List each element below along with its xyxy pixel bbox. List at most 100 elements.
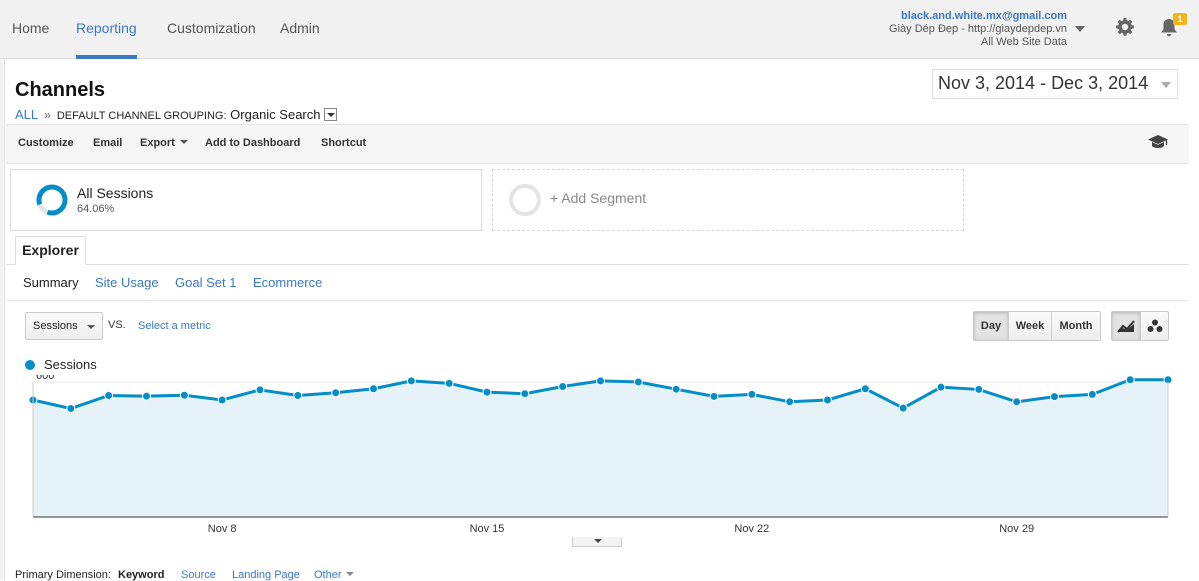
vs-label: VS. [108, 319, 126, 331]
data-point [1012, 397, 1022, 407]
graduation-cap-icon[interactable] [1147, 134, 1169, 150]
month-button[interactable]: Month [1059, 320, 1093, 332]
primary-dimension-keyword[interactable]: Keyword [118, 569, 165, 581]
email-button[interactable]: Email [93, 137, 123, 149]
breadcrumb-all-link[interactable]: ALL [15, 107, 39, 122]
y-tick-label: 600 [36, 375, 54, 382]
chart-collapse-toggle[interactable] [572, 537, 622, 547]
data-point [104, 391, 114, 400]
breadcrumb-grouping-label: DEFAULT CHANNEL GROUPING: [56, 110, 227, 122]
subtab-site-usage[interactable]: Site Usage [95, 275, 159, 290]
data-point [1125, 375, 1135, 385]
data-point [898, 403, 908, 413]
account-view: All Web Site Data [980, 36, 1067, 48]
breadcrumb: ALL » DEFAULT CHANNEL GROUPING: Organic Se… [15, 107, 337, 122]
nav-reporting[interactable]: Reporting [76, 20, 137, 36]
data-point [785, 397, 795, 407]
line-chart-button[interactable] [1112, 312, 1141, 340]
breadcrumb-dropdown-icon[interactable] [323, 108, 337, 121]
data-point [823, 395, 832, 405]
week-button[interactable]: Week [1009, 312, 1052, 340]
legend-sessions-label: Sessions [44, 357, 97, 372]
export-label: Export [140, 137, 175, 149]
segment-all-sessions[interactable]: All Sessions 64.06% [10, 169, 482, 231]
data-point [558, 382, 568, 391]
metric-select[interactable]: Sessions [25, 312, 103, 340]
data-point [1087, 389, 1097, 399]
data-point [331, 388, 341, 398]
data-point [142, 391, 151, 401]
x-tick-label: Nov 8 [208, 523, 237, 535]
subtab-summary[interactable]: Summary [23, 275, 79, 290]
nav-home[interactable]: Home [12, 20, 50, 36]
primary-dimension-landing-page[interactable]: Landing Page [232, 569, 300, 581]
line-chart-icon [1117, 320, 1135, 333]
tab-explorer[interactable]: Explorer [15, 236, 86, 265]
data-point [596, 376, 605, 386]
data-point [255, 385, 265, 395]
breadcrumb-value: Organic Search [230, 107, 321, 122]
chevron-down-icon [345, 572, 354, 576]
add-segment-card[interactable]: + Add Segment [492, 169, 964, 231]
bubble-chart-icon [1147, 319, 1162, 332]
chart-type-toggle [1111, 311, 1169, 341]
select-comparison-metric-link[interactable]: Select a metric [138, 320, 211, 332]
sessions-area [33, 379, 1168, 517]
chevron-down-icon [1161, 82, 1171, 88]
segment-percentage: 64.06% [77, 203, 115, 215]
tab-divider [6, 264, 1189, 265]
empty-segment-ring-icon [509, 184, 541, 216]
data-point [709, 391, 719, 401]
account-property: Giày Dép Đẹp - http://giaydepdep.vn [889, 23, 1067, 35]
left-sidebar-collapsed[interactable] [0, 59, 5, 580]
gear-icon[interactable] [1115, 17, 1135, 37]
nav-customization[interactable]: Customization [167, 20, 256, 36]
chevron-down-icon [87, 325, 95, 329]
subtab-ecommerce[interactable]: Ecommerce [253, 275, 323, 290]
report-toolbar [6, 124, 1189, 164]
add-to-dashboard-button[interactable]: Add to Dashboard [205, 137, 301, 149]
account-selector[interactable]: black.and.white.mx@gmail.com Giày Dép Đẹ… [889, 10, 1067, 49]
top-navigation [0, 0, 1199, 59]
x-tick-label: Nov 22 [734, 523, 769, 535]
data-point [66, 404, 76, 414]
data-point [293, 391, 303, 400]
data-point [444, 378, 454, 388]
data-point [860, 384, 870, 394]
segment-ring-icon [36, 184, 68, 216]
x-tick-label: Nov 29 [999, 523, 1034, 535]
subtab-goal-set-1[interactable]: Goal Set 1 [175, 275, 237, 290]
data-point [747, 389, 757, 399]
page-title: Channels [15, 79, 106, 101]
shortcut-button[interactable]: Shortcut [321, 137, 367, 149]
day-button[interactable]: Day [974, 312, 1009, 340]
legend-sessions-dot [25, 360, 35, 370]
x-tick-label: Nov 15 [470, 523, 505, 535]
chevron-down-icon [179, 140, 188, 144]
primary-dimension-other[interactable]: Other [314, 569, 354, 581]
primary-dimension-source[interactable]: Source [181, 569, 216, 581]
metric-select-value: Sessions [33, 320, 78, 332]
data-point [974, 384, 984, 394]
other-label: Other [314, 569, 342, 581]
data-point [369, 384, 378, 394]
account-dropdown-icon[interactable] [1075, 26, 1085, 32]
primary-dimension-label: Primary Dimension: [15, 569, 111, 581]
data-point [217, 395, 227, 405]
active-tab-indicator [76, 55, 137, 59]
notification-count-badge: 1 [1173, 13, 1187, 25]
segment-title: All Sessions [77, 185, 154, 201]
nav-admin[interactable]: Admin [280, 20, 320, 36]
export-button[interactable]: Export [140, 137, 188, 149]
breadcrumb-separator: » [44, 108, 51, 122]
data-point [633, 377, 643, 387]
customize-button[interactable]: Customize [18, 137, 74, 149]
granularity-toggle: Day Week Month [973, 311, 1101, 341]
motion-chart-button[interactable] [1141, 312, 1168, 340]
date-range-picker[interactable]: Nov 3, 2014 - Dec 3, 2014 [932, 69, 1178, 99]
data-point [936, 382, 946, 392]
date-range-value: Nov 3, 2014 - Dec 3, 2014 [938, 73, 1149, 93]
data-point [482, 387, 492, 397]
add-segment-label: + Add Segment [550, 190, 647, 206]
